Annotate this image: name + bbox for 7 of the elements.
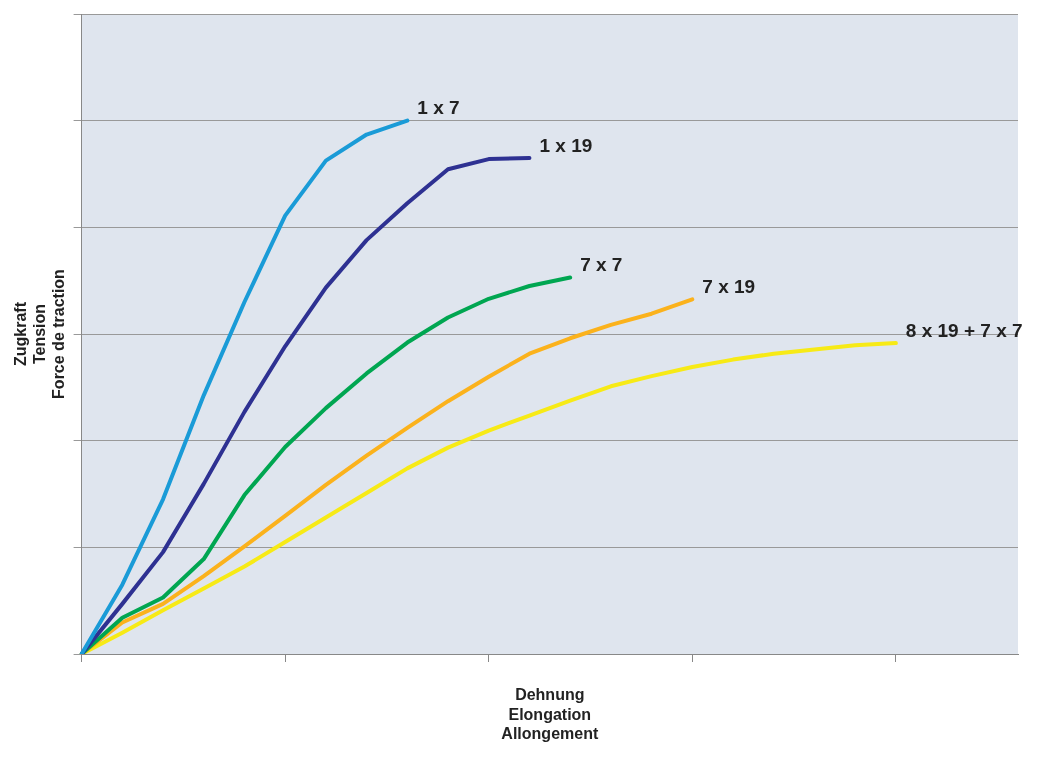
series-label: 1 x 7 [417,97,460,119]
y-axis-title: Zugkraft Tension Force de traction [12,269,68,399]
series-label: 1 x 19 [539,134,593,156]
series-label: 8 x 19 + 7 x 7 [905,319,1023,341]
series-label: 7 x 7 [580,254,623,276]
series-label: 7 x 19 [702,276,756,298]
x-axis-title: Dehnung Elongation Allongement [501,686,599,742]
